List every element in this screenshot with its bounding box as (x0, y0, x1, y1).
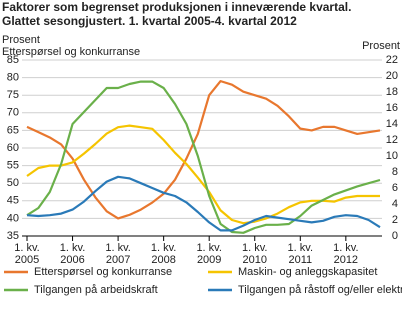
y-tick-label: 65 (7, 124, 19, 136)
legend-label: Tilgangen på råstoff og/eller elektrisk … (238, 284, 402, 296)
y2-tick-label: 10 (386, 150, 398, 162)
y2-tick-label: 12 (386, 134, 398, 146)
legend-label: Maskin- og anleggskapasitet (238, 266, 377, 278)
y-tick-label: 50 (7, 177, 19, 189)
y2-axis-label: Prosent (362, 40, 400, 52)
y-tick-label: 45 (7, 195, 19, 207)
y2-tick-label: 22 (386, 54, 398, 66)
legend-label: Etterspørsel og konkurranse (34, 266, 172, 278)
y-tick-label: 40 (7, 212, 19, 224)
y-tick-label: 80 (7, 72, 19, 84)
x-tick-label: 1. kv. 2011 (287, 242, 314, 266)
x-tick-label: 1. kv. 2010 (241, 242, 268, 266)
y-axis-label: Prosent (2, 34, 40, 46)
x-tick-label: 1. kv. 2007 (105, 242, 131, 266)
y2-tick-label: 2 (392, 214, 398, 226)
y-tick-label: 70 (7, 107, 19, 119)
series-line (26, 80, 381, 220)
y-tick-label: 55 (7, 160, 19, 172)
y-tick-label: 35 (7, 230, 19, 242)
chart-title: Faktorer som begrenset produksjonen i in… (2, 0, 351, 14)
x-tick-label: 1. kv. 2008 (150, 242, 177, 266)
x-tick-label: 1. kv. 2012 (333, 242, 359, 266)
x-tick-label: 1. kv. 2006 (59, 242, 86, 266)
y-series-label: Etterspørsel og konkurranse (2, 46, 140, 58)
chart-subtitle: Glattet sesongjustert. 1. kvartal 2005-4… (2, 14, 297, 28)
x-tick-label: 1. kv. 2009 (196, 242, 222, 266)
y2-tick-label: 14 (386, 118, 398, 130)
y-tick-label: 75 (7, 89, 19, 101)
y-tick-label: 60 (7, 142, 19, 154)
legend-label: Tilgangen på arbeidskraft (34, 284, 158, 296)
series-line (26, 80, 381, 234)
y2-tick-label: 8 (392, 166, 398, 178)
y2-tick-label: 0 (392, 230, 398, 242)
y-tick-label: 85 (7, 54, 19, 66)
series-line (26, 175, 381, 232)
y2-tick-label: 4 (392, 198, 398, 210)
y2-tick-label: 20 (386, 70, 398, 82)
y2-tick-label: 18 (386, 86, 398, 98)
y2-tick-label: 16 (386, 102, 398, 114)
x-tick-label: 1. kv. 2005 (14, 242, 40, 266)
y2-tick-label: 6 (392, 182, 398, 194)
